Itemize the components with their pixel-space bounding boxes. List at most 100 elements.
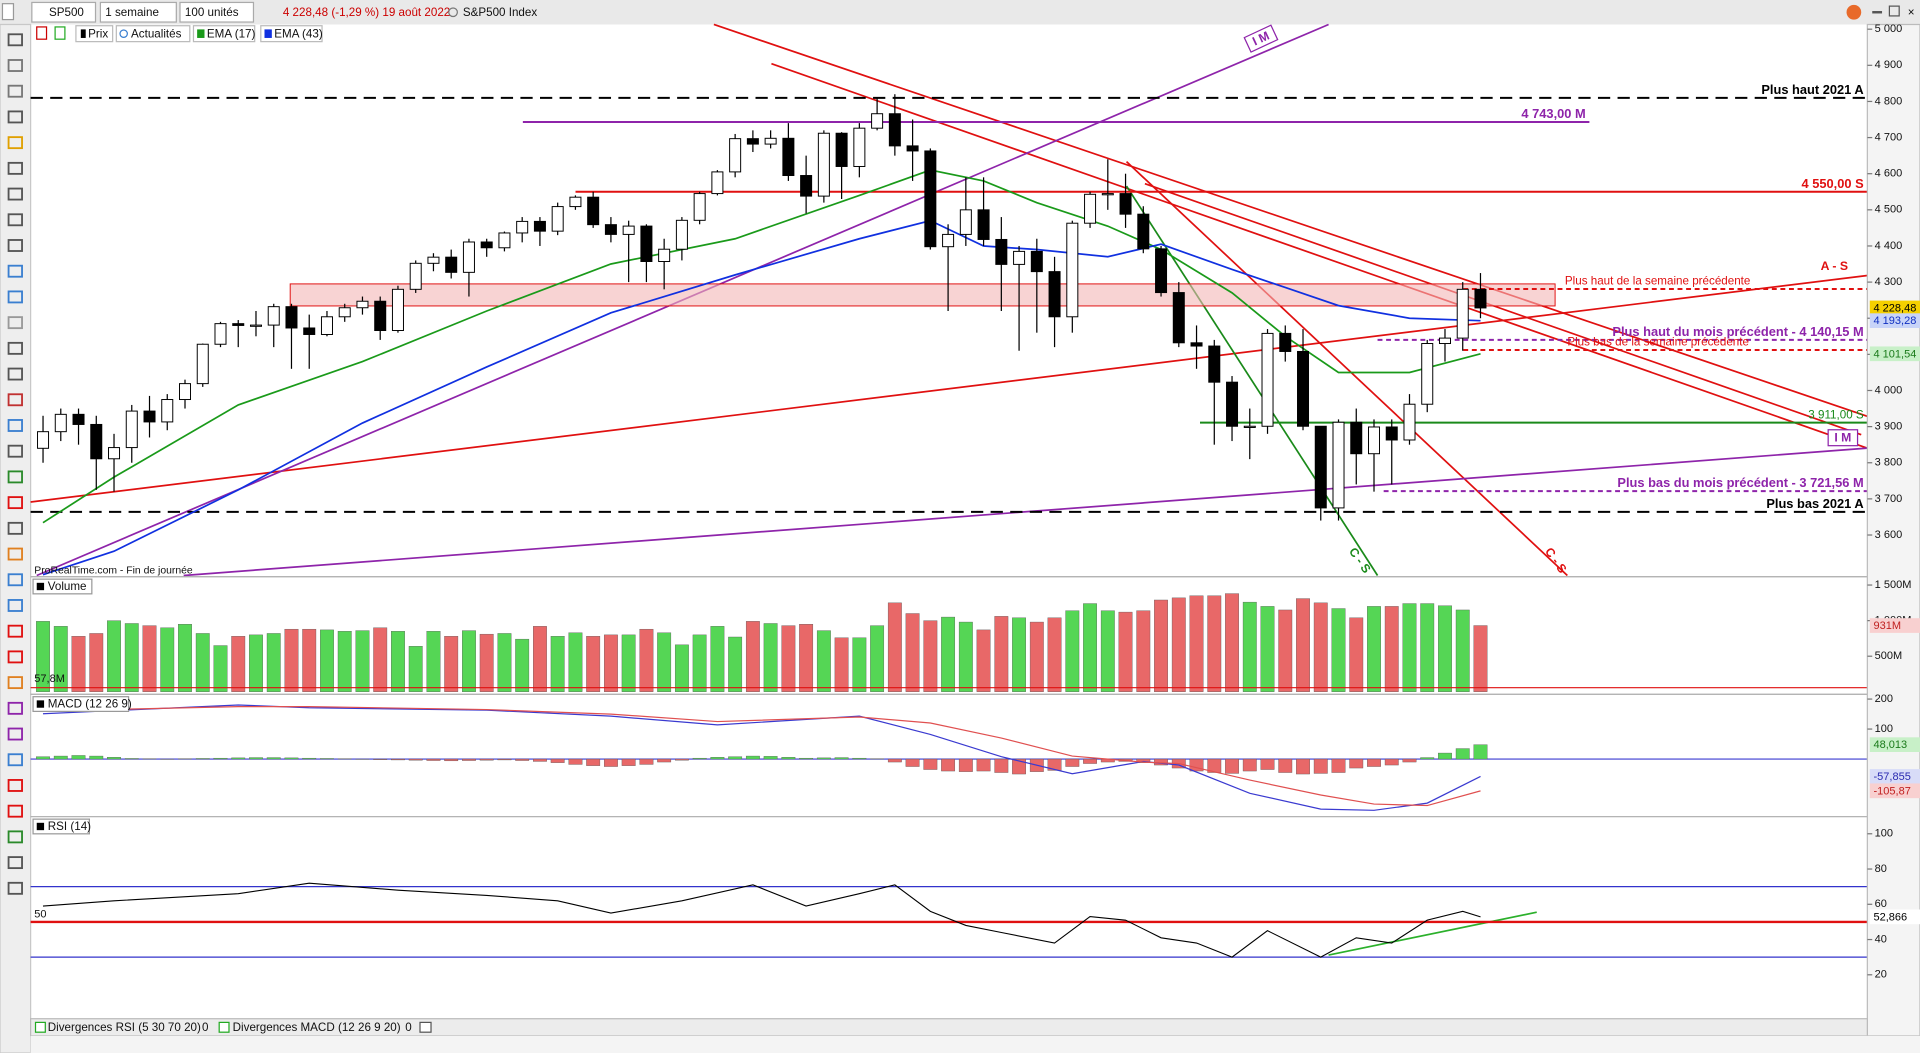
tool-icon[interactable] (7, 676, 23, 690)
annotation-box (1827, 429, 1859, 447)
level-label: Plus haut de la semaine précédente (1565, 275, 1750, 288)
tool-icon[interactable] (7, 624, 23, 638)
indicator-swatch (218, 1021, 230, 1033)
histogram-bar (284, 757, 299, 760)
legend-button[interactable] (36, 26, 48, 40)
indicator-swatch (34, 1021, 46, 1033)
candle-body (1314, 425, 1327, 509)
histogram-bar (408, 758, 423, 761)
histogram-bar (1455, 748, 1470, 760)
tool-icon[interactable] (7, 650, 23, 664)
radio[interactable] (448, 7, 458, 18)
volume-bar (1047, 617, 1062, 692)
volume-bar (834, 637, 849, 692)
histogram-bar (1047, 758, 1062, 771)
level-label: 3 911,00 S (1808, 408, 1864, 421)
legend-item[interactable] (115, 25, 191, 43)
indicator-value: 0 (405, 1021, 412, 1034)
tool-icon[interactable] (7, 367, 23, 381)
tool-icon[interactable] (7, 599, 23, 612)
tool-icon[interactable] (7, 521, 23, 535)
tool-icon[interactable] (7, 290, 23, 304)
close[interactable]: × (1908, 6, 1915, 19)
symbol-select[interactable] (31, 1, 97, 23)
tool-icon[interactable] (7, 881, 23, 895)
tool-icon[interactable] (7, 727, 23, 741)
maximize[interactable] (1888, 5, 1900, 17)
tool-icon[interactable] (7, 419, 23, 432)
tool-icon[interactable] (7, 187, 23, 201)
legend-text: EMA (43) (274, 27, 323, 40)
candle-body (658, 248, 671, 262)
tool-icon[interactable] (7, 161, 23, 175)
volume-bar (89, 633, 104, 692)
volume-bar (1331, 608, 1346, 692)
legend-swatch (80, 29, 86, 38)
candle-body (143, 410, 156, 423)
tool-icon[interactable] (7, 84, 23, 98)
volume-bar (799, 624, 814, 692)
candle-body (303, 327, 316, 335)
tool-icon[interactable] (7, 444, 23, 458)
tool-icon[interactable] (7, 33, 23, 47)
baseline-label: 57,8M (34, 673, 65, 685)
tool-icon[interactable] (7, 110, 23, 124)
legend-item[interactable] (192, 25, 256, 43)
legend: Prix Actualités (36, 25, 191, 43)
tool-icon[interactable] (7, 830, 23, 844)
indicator-settings[interactable] (419, 1021, 432, 1033)
histogram-bar (1438, 752, 1452, 760)
tool-icon[interactable] (7, 753, 23, 767)
value-tag (1869, 769, 1920, 784)
volume-bar (426, 631, 441, 692)
legend-button[interactable] (54, 26, 66, 40)
tool-icon[interactable] (7, 393, 23, 407)
tool-icon[interactable] (7, 779, 23, 792)
candle-body (232, 323, 245, 326)
tool-icon[interactable] (7, 547, 23, 561)
candle-body (640, 225, 653, 262)
histogram-bar (1296, 758, 1310, 775)
panel-title-swatch (36, 582, 45, 591)
volume-bar (1438, 605, 1452, 692)
candle-body (445, 256, 458, 273)
candle-body (1474, 288, 1487, 309)
candle-body (533, 220, 546, 232)
panel-title: Volume (48, 580, 87, 593)
histogram-bar (36, 756, 50, 760)
volume-bar (533, 626, 547, 692)
tool-icon[interactable] (7, 804, 23, 818)
refresh-icon[interactable] (1846, 4, 1862, 20)
volume-bar (1242, 601, 1257, 692)
tool-icon[interactable] (7, 470, 23, 484)
legend-item[interactable] (260, 25, 323, 43)
candle-body (1279, 332, 1292, 352)
minimize[interactable] (1872, 11, 1883, 14)
tool-icon[interactable] (7, 573, 23, 587)
indicator-name[interactable]: Divergences MACD (12 26 9 20) (233, 1021, 401, 1034)
tool-icon[interactable] (7, 496, 23, 510)
volume-bar (462, 630, 476, 692)
candle-body (959, 209, 972, 235)
histogram-bar (195, 758, 210, 760)
volume-bar (515, 638, 530, 692)
candle-body (409, 262, 422, 290)
tool-icon[interactable] (7, 701, 23, 715)
candle-body (906, 145, 919, 152)
candle-body (551, 206, 564, 232)
units-select[interactable] (179, 1, 255, 23)
tool-icon[interactable] (7, 316, 23, 330)
tool-icon[interactable] (7, 264, 23, 278)
indicator-name[interactable]: Divergences RSI (5 30 70 20) (48, 1021, 201, 1034)
tool-icon[interactable] (7, 59, 23, 72)
checkbox[interactable] (1, 3, 15, 21)
volume-bar (586, 636, 601, 692)
indicator-line (42, 704, 1481, 811)
tool-icon[interactable] (7, 239, 23, 252)
period-select[interactable] (99, 1, 177, 23)
tool-icon[interactable] (7, 136, 23, 150)
tool-icon[interactable] (7, 341, 23, 355)
tool-icon[interactable] (7, 213, 23, 227)
tool-icon[interactable] (7, 856, 23, 870)
